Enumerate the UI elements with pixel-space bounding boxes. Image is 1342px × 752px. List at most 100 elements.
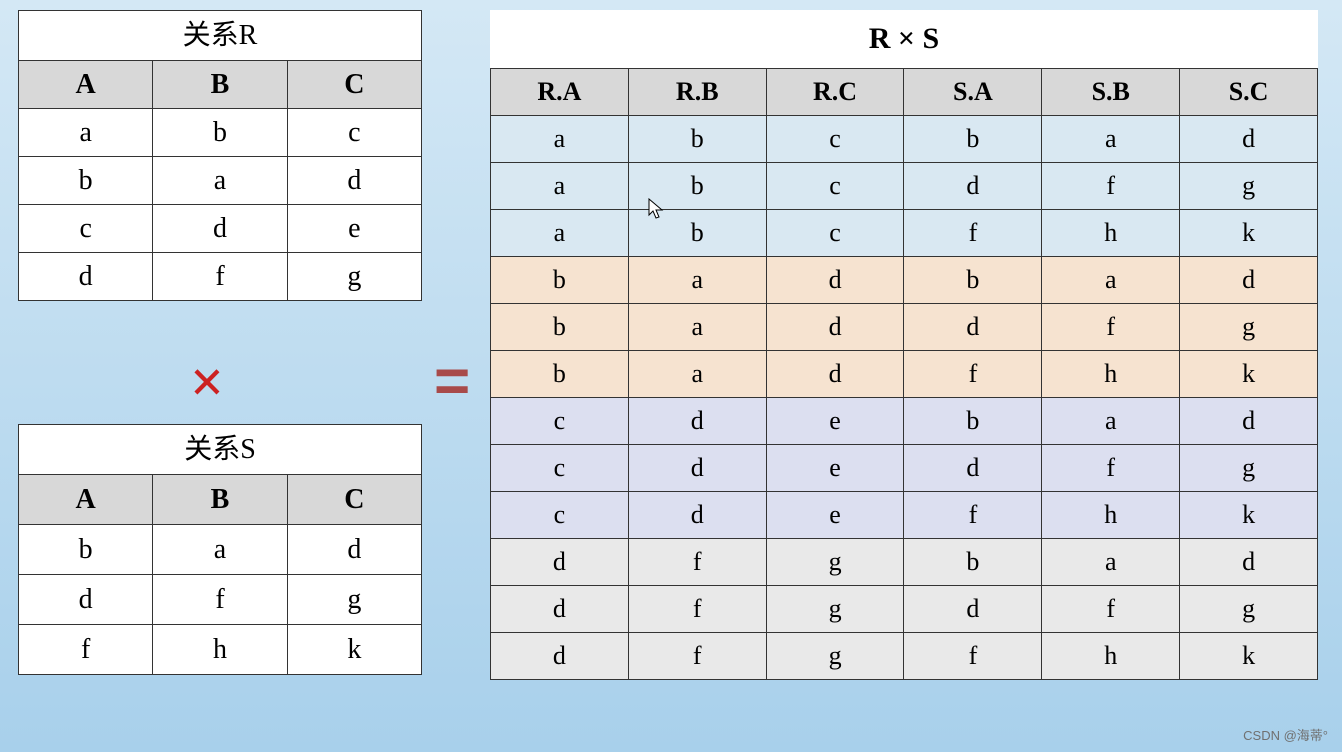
table-cell: f: [904, 210, 1042, 257]
table-r-title: 关系R: [18, 10, 422, 60]
table-cell: a: [153, 525, 287, 575]
table-cell: e: [766, 492, 904, 539]
table-cell: d: [153, 205, 287, 253]
table-cell: d: [904, 445, 1042, 492]
table-cell: d: [1180, 257, 1318, 304]
table-cell: e: [766, 398, 904, 445]
table-s-title: 关系S: [18, 424, 422, 474]
table-cell: h: [1042, 210, 1180, 257]
column-header: B: [153, 475, 287, 525]
table-cell: c: [287, 109, 421, 157]
table-cell: d: [19, 575, 153, 625]
table-cell: a: [1042, 539, 1180, 586]
table-cell: a: [628, 351, 766, 398]
table-row: dfgbad: [491, 539, 1318, 586]
table-cell: d: [491, 586, 629, 633]
table-rxs-title: R × S: [490, 10, 1318, 68]
table-cell: k: [1180, 210, 1318, 257]
table-cell: a: [491, 116, 629, 163]
table-cell: f: [153, 575, 287, 625]
table-cell: d: [287, 157, 421, 205]
table-cell: b: [904, 257, 1042, 304]
diagram-stage: 关系R ABCabcbadcdedfg × 关系S ABCbaddfgfhk =…: [0, 0, 1342, 752]
column-header: C: [287, 475, 421, 525]
table-cell: b: [628, 163, 766, 210]
table-row: badbad: [491, 257, 1318, 304]
table-cell: h: [1042, 492, 1180, 539]
table-cell: c: [491, 445, 629, 492]
table-row: dfg: [19, 253, 422, 301]
table-cell: g: [766, 633, 904, 680]
table-cell: d: [1180, 398, 1318, 445]
table-cell: f: [904, 492, 1042, 539]
table-row: abcfhk: [491, 210, 1318, 257]
table-s: 关系S ABCbaddfgfhk: [18, 424, 422, 675]
table-cell: b: [904, 116, 1042, 163]
table-cell: f: [1042, 445, 1180, 492]
table-cell: a: [1042, 116, 1180, 163]
table-cell: g: [766, 586, 904, 633]
table-cell: a: [1042, 257, 1180, 304]
table-cell: g: [1180, 445, 1318, 492]
table-row: baddfg: [491, 304, 1318, 351]
column-header: S.B: [1042, 69, 1180, 116]
table-cell: b: [19, 157, 153, 205]
table-cell: d: [491, 539, 629, 586]
column-header: B: [153, 61, 287, 109]
table-cell: b: [153, 109, 287, 157]
table-cell: g: [1180, 163, 1318, 210]
table-cell: f: [1042, 304, 1180, 351]
table-row: cde: [19, 205, 422, 253]
table-cell: b: [904, 539, 1042, 586]
column-header: R.B: [628, 69, 766, 116]
table-cell: a: [153, 157, 287, 205]
table-cell: a: [491, 210, 629, 257]
table-cell: d: [628, 398, 766, 445]
table-cell: g: [287, 575, 421, 625]
table-rxs: R × S R.AR.BR.CS.AS.BS.Cabcbadabcdfgabcf…: [490, 10, 1318, 680]
table-row: abcbad: [491, 116, 1318, 163]
table-cell: c: [766, 210, 904, 257]
table-cell: d: [766, 257, 904, 304]
table-cell: f: [1042, 586, 1180, 633]
table-cell: d: [766, 304, 904, 351]
table-cell: d: [287, 525, 421, 575]
equals-operator: =: [434, 346, 470, 417]
table-cell: f: [904, 633, 1042, 680]
table-row: cdedfg: [491, 445, 1318, 492]
table-cell: f: [628, 586, 766, 633]
table-cell: a: [628, 304, 766, 351]
table-cell: b: [491, 257, 629, 304]
table-cell: e: [766, 445, 904, 492]
table-cell: h: [1042, 633, 1180, 680]
table-cell: f: [628, 633, 766, 680]
table-row: fhk: [19, 625, 422, 675]
table-cell: b: [491, 351, 629, 398]
table-r: 关系R ABCabcbadcdedfg: [18, 10, 422, 301]
table-cell: d: [904, 586, 1042, 633]
table-cell: d: [1180, 116, 1318, 163]
column-header: A: [19, 61, 153, 109]
table-row: cdebad: [491, 398, 1318, 445]
table-cell: c: [19, 205, 153, 253]
multiply-operator: ×: [190, 348, 224, 417]
column-header: C: [287, 61, 421, 109]
table-cell: d: [904, 163, 1042, 210]
table-cell: d: [904, 304, 1042, 351]
table-row: dfg: [19, 575, 422, 625]
table-cell: d: [1180, 539, 1318, 586]
table-cell: b: [19, 525, 153, 575]
table-cell: f: [904, 351, 1042, 398]
watermark-text: CSDN @海蒂°: [1243, 725, 1328, 744]
table-cell: d: [628, 492, 766, 539]
table-cell: c: [766, 116, 904, 163]
table-row: abc: [19, 109, 422, 157]
table-row: dfgfhk: [491, 633, 1318, 680]
table-cell: k: [1180, 633, 1318, 680]
table-cell: d: [628, 445, 766, 492]
table-cell: d: [19, 253, 153, 301]
column-header: R.A: [491, 69, 629, 116]
table-cell: a: [491, 163, 629, 210]
table-cell: b: [628, 116, 766, 163]
table-row: bad: [19, 525, 422, 575]
